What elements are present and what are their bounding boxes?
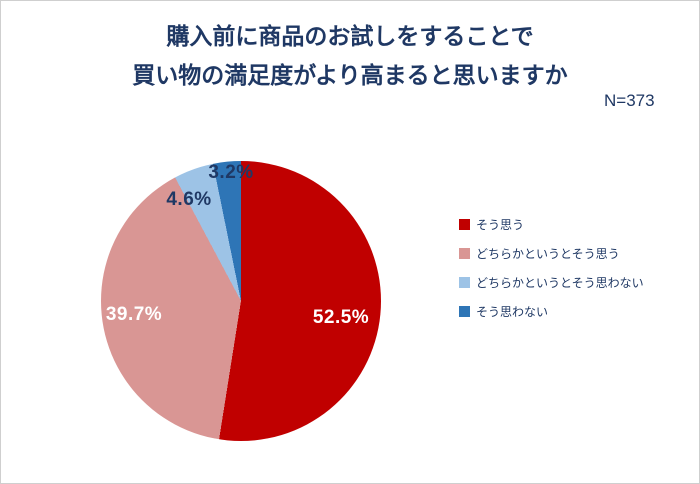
legend-label-somewhat-disagree: どちらかというとそう思わない [476,276,644,290]
pie-slice-label-disagree: 3.2% [208,162,254,183]
legend-swatch-blue [459,306,470,317]
legend-label-disagree: そう思わない [476,305,549,319]
legend-item-agree: そう思う [459,216,644,233]
chart-title-line2: 買い物の満足度がより高まると思いますか [132,62,568,88]
sample-size-label: N=373 [604,91,655,110]
pie-slice-label-somewhat-disagree: 4.6% [166,189,212,210]
chart-title: 購入前に商品のお試しをすることで 買い物の満足度がより高まると思いますか [1,17,699,95]
legend-item-disagree: そう思わない [459,303,644,320]
legend-swatch-lightblue [459,277,470,288]
chart-title-line1: 購入前に商品のお試しをすることで [166,23,534,49]
legend-label-agree: そう思う [476,218,525,232]
pie-slice-label-somewhat-agree: 39.7% [105,304,163,325]
pie-chart [101,161,381,441]
legend-swatch-pink [459,248,470,259]
legend: そう思う どちらかというとそう思う どちらかというとそう思わない そう思わない [459,216,644,332]
legend-item-somewhat-agree: どちらかというとそう思う [459,245,644,262]
legend-swatch-red [459,219,470,230]
legend-label-somewhat-agree: どちらかというとそう思う [476,247,620,261]
legend-item-somewhat-disagree: どちらかというとそう思わない [459,274,644,291]
pie-slice-label-agree: 52.5% [312,307,370,328]
